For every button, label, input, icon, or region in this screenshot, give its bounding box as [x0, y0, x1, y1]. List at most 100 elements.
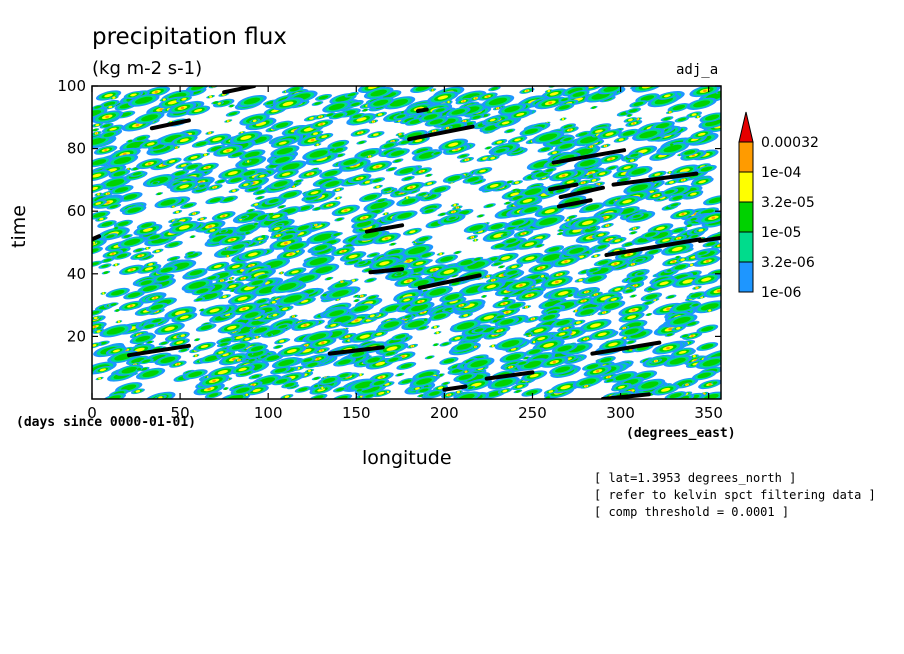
precip-patch [134, 111, 165, 124]
precip-patch [243, 393, 251, 397]
precip-patch [192, 354, 200, 358]
precip-patch [395, 372, 405, 377]
precip-patch [579, 202, 605, 213]
precip-patch [691, 370, 717, 381]
precip-patch [154, 354, 182, 366]
precip-patch [196, 216, 208, 221]
y-tick-label: 60 [67, 202, 86, 220]
precip-patch [204, 391, 223, 399]
precip-patch [238, 248, 268, 261]
precip-patch [465, 385, 476, 390]
precip-patch [491, 138, 508, 146]
precip-patch [298, 169, 323, 179]
precip-patch [357, 86, 388, 94]
precip-patch [205, 131, 215, 135]
precip-patch [436, 252, 445, 256]
precip-patch [244, 160, 252, 163]
precip-patch [424, 355, 435, 360]
precip-patch [622, 288, 637, 294]
chart-units: (kg m-2 s-1) [92, 58, 203, 79]
run-label: adj_a [676, 62, 719, 78]
precip-patch [559, 117, 567, 121]
precip-patch [92, 131, 102, 136]
precip-patch [649, 358, 663, 364]
precip-patch [95, 90, 122, 101]
precip-patch [99, 99, 120, 109]
precip-patch [515, 289, 544, 302]
precip-patch [307, 221, 331, 231]
precip-patch [573, 157, 602, 169]
precip-patch [205, 196, 226, 205]
precip-patch [193, 338, 201, 342]
precip-patch [618, 303, 649, 317]
x-tick-label: 300 [606, 404, 635, 422]
precip-patch [268, 178, 293, 189]
precip-patch [407, 277, 435, 289]
precip-patch [686, 111, 702, 118]
x-tick-label: 200 [430, 404, 459, 422]
y-tick-label: 80 [67, 140, 86, 158]
precip-patch [133, 223, 163, 236]
colorbar-extend-arrow [738, 111, 754, 143]
precip-patch [480, 295, 488, 298]
precip-patch [92, 128, 100, 132]
precip-patch [702, 284, 721, 298]
precip-patch [590, 106, 598, 109]
precip-patch [222, 387, 229, 390]
precip-patch [98, 263, 112, 269]
precip-patch [180, 202, 197, 209]
precip-patch [338, 158, 371, 172]
precip-patch [448, 280, 463, 287]
precip-patch [235, 155, 267, 169]
precip-patch [411, 146, 433, 156]
precip-patch [412, 369, 441, 381]
precip-patch [337, 279, 347, 284]
precip-patch [105, 287, 130, 298]
precip-patch [432, 343, 440, 347]
precip-patch [311, 245, 337, 257]
precip-patch [113, 219, 133, 228]
precip-patch [628, 226, 641, 231]
precip-patch [441, 381, 451, 386]
precip-patch [344, 91, 359, 98]
precip-patch [472, 167, 493, 175]
precip-patch [696, 164, 717, 174]
precip-patch [361, 108, 369, 112]
threshold-segment [415, 107, 429, 114]
precip-patch [249, 118, 261, 124]
precip-patch [629, 213, 644, 220]
precip-patch [396, 196, 421, 207]
precip-patch [599, 338, 627, 351]
precip-patch [711, 242, 721, 249]
precip-patch [450, 203, 460, 207]
precip-patch [547, 149, 562, 156]
precip-patch [369, 378, 390, 387]
precip-patch [469, 114, 485, 121]
precip-patch [473, 228, 488, 235]
precip-patch [372, 184, 383, 189]
precip-patch [422, 180, 437, 187]
precip-patch [226, 341, 251, 352]
precip-patch [669, 226, 688, 234]
precip-patch [679, 148, 700, 157]
precip-patch [600, 373, 617, 381]
precip-patch [460, 258, 493, 272]
precip-patch [696, 324, 719, 334]
precip-patch [337, 372, 360, 382]
precip-patch [668, 143, 675, 147]
precip-patch [494, 316, 520, 327]
x-tick-label: 350 [694, 404, 723, 422]
precip-patch [250, 202, 262, 207]
precip-patch [115, 320, 123, 324]
precip-patch [407, 136, 430, 146]
precip-patch [394, 275, 423, 287]
precip-patch [502, 363, 519, 371]
precip-patch [538, 312, 561, 322]
precip-patch [375, 342, 409, 356]
precip-patch [184, 251, 203, 259]
precip-patch [688, 233, 701, 239]
precip-patch [280, 394, 294, 399]
precip-patch [618, 325, 630, 331]
precip-patch [592, 169, 612, 178]
precip-patch [108, 169, 131, 179]
